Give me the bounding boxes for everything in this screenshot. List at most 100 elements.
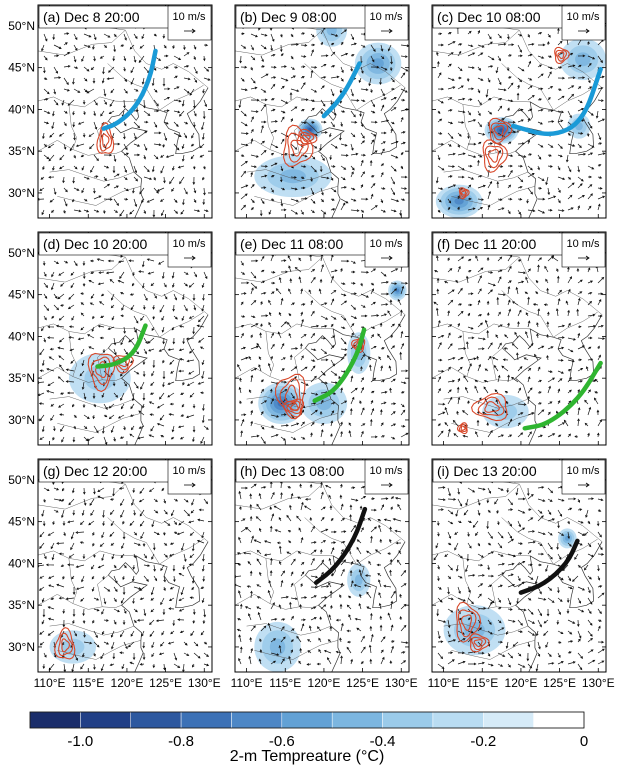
y-tick-label: 30°N: [8, 640, 35, 654]
panel-frame: [234, 458, 410, 673]
reference-vector-box: [167, 5, 212, 41]
province-border: [235, 550, 334, 562]
province-border: [294, 574, 306, 607]
province-border: [235, 479, 323, 510]
province-border: [304, 517, 357, 565]
map-panel: (f) Dec 11 20:00 10 m/s: [431, 231, 607, 446]
province-border: [432, 367, 516, 383]
province-border: [159, 85, 204, 111]
province-border: [553, 85, 598, 111]
province-border: [38, 140, 122, 156]
colorbar-label: -1.0: [67, 733, 93, 750]
y-tick-label: 35°N: [8, 598, 35, 612]
precipitation-contour: [289, 402, 299, 412]
colorbar-title: 2-m Tempreature (°C): [230, 748, 385, 765]
reference-vector-box: [364, 5, 409, 41]
map-panel: (c) Dec 10 08:00 10 m/s: [431, 4, 607, 219]
precipitation-contour: [296, 128, 318, 146]
province-border: [49, 623, 134, 636]
x-tick-label: 130°E: [582, 676, 615, 690]
y-tick-label: 50°N: [8, 246, 35, 260]
province-border: [235, 367, 319, 383]
province-border: [304, 290, 357, 338]
province-border: [519, 484, 603, 542]
province-border: [519, 30, 603, 88]
precipitation-contour: [54, 626, 76, 660]
colorbar-swatch: [533, 711, 585, 729]
province-border: [107, 63, 160, 111]
precipitation-contour: [459, 189, 468, 198]
colorbar-label: -0.2: [470, 733, 496, 750]
y-tick-label: 40°N: [8, 556, 35, 570]
reference-vector-label: 10 m/s: [172, 465, 206, 477]
panel-title: (c) Dec 10 08:00: [437, 9, 541, 25]
map-panel: (e) Dec 11 08:00 10 m/s: [234, 231, 410, 446]
province-border: [491, 347, 503, 380]
x-tick-label: 110°E: [231, 676, 263, 690]
reference-vector-arrow: [578, 482, 590, 488]
colorbar-swatch: [29, 711, 81, 729]
colorbar-swatch: [281, 711, 333, 729]
reference-vector-arrow: [184, 28, 196, 34]
province-border: [159, 312, 204, 338]
province-border: [432, 594, 516, 610]
wind-vector-field: [435, 5, 606, 215]
reference-vector-label: 10 m/s: [172, 11, 206, 23]
panel-title: (i) Dec 13 20:00: [437, 463, 537, 479]
province-border: [432, 96, 531, 108]
province-border: [553, 539, 598, 565]
colorbar-swatch: [180, 711, 232, 729]
precipitation-contour: [484, 401, 500, 413]
colorbar-swatch: [483, 711, 534, 729]
panel-title: (a) Dec 8 20:00: [43, 9, 140, 25]
province-border: [97, 574, 109, 607]
trough-line: [313, 506, 368, 585]
province-border: [254, 413, 338, 433]
province-border: [38, 479, 126, 510]
y-tick-label: 50°N: [8, 19, 35, 33]
precipitation-contour: [286, 400, 302, 415]
precipitation-contour: [456, 422, 468, 435]
reference-vector-label: 10 m/s: [369, 11, 403, 23]
precipitation-contour: [557, 51, 565, 60]
reference-vector-box: [561, 5, 606, 41]
reference-vector-box: [364, 232, 409, 268]
precipitation-contour: [471, 636, 487, 651]
reference-vector-label: 10 m/s: [369, 465, 403, 477]
province-border: [159, 539, 204, 565]
province-border: [265, 104, 274, 150]
province-border: [491, 574, 503, 607]
province-border: [38, 25, 126, 56]
province-border: [107, 290, 160, 338]
precipitation-contour: [471, 392, 508, 422]
province-border: [462, 104, 471, 150]
province-border: [443, 169, 528, 182]
reference-vector-box: [561, 459, 606, 495]
trough-line: [518, 538, 580, 595]
x-tick-label: 115°E: [72, 676, 104, 690]
temperature-anomaly-patch: [354, 574, 363, 586]
province-border: [432, 550, 531, 562]
province-border: [451, 640, 535, 660]
x-tick-label: 120°E: [308, 676, 341, 690]
colorbar: -1.0 -0.8 -0.6 -0.4 -0.2 0 2-m Tempreature (°C…: [29, 711, 588, 765]
x-tick-label: 125°E: [149, 676, 182, 690]
province-border: [125, 30, 209, 88]
colorbar-swatch: [432, 711, 484, 729]
province-border: [38, 550, 137, 562]
precipitation-contour: [87, 352, 116, 393]
province-border: [519, 257, 603, 315]
y-tick-label: 40°N: [8, 102, 35, 116]
x-tick-label: 115°E: [466, 676, 498, 690]
province-border: [49, 396, 134, 409]
y-tick-label: 30°N: [8, 186, 35, 200]
precipitation-contour: [301, 134, 311, 142]
precipitation-contour: [484, 145, 504, 169]
reference-vector-arrow: [381, 28, 393, 34]
province-border: [68, 558, 77, 604]
province-border: [68, 104, 77, 150]
x-tick-label: 125°E: [346, 676, 379, 690]
x-tick-label: 115°E: [269, 676, 301, 690]
coastline: [107, 87, 209, 218]
